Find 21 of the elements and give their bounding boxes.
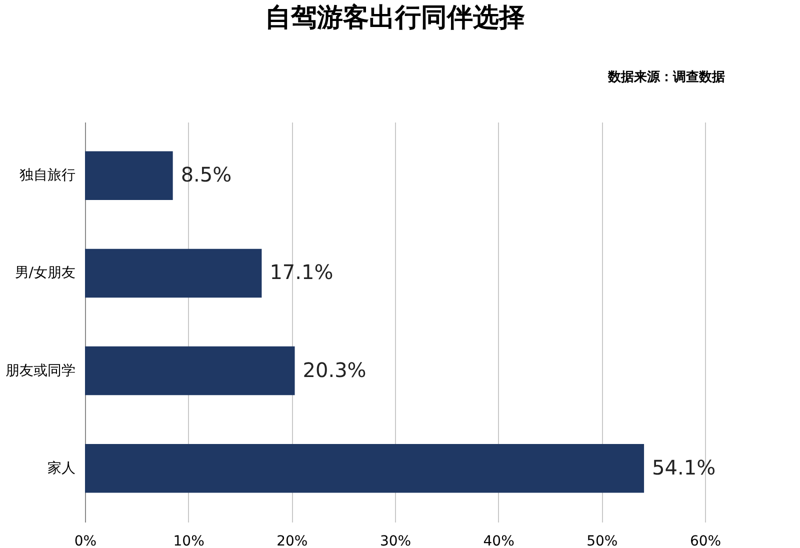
x-tick-label: 0% (74, 534, 97, 548)
x-tick-label: 40% (483, 534, 514, 548)
y-tick-label: 男/女朋友 (14, 265, 76, 282)
text: 20.3% (302, 358, 366, 382)
y-tick-label: 家人 (48, 460, 76, 476)
source-note: 数据来源：调查数据 (607, 70, 725, 85)
text: 17.1% (270, 260, 334, 284)
x-tick-label: 10% (173, 534, 204, 548)
bar (85, 346, 295, 396)
bar (85, 151, 173, 200)
x-tick-label: 20% (276, 534, 308, 548)
text: 54.1% (652, 455, 716, 480)
x-tick-label: 30% (380, 534, 412, 548)
y-tick-label: 独自旅行 (20, 168, 76, 184)
y-tick-label: 朋友或同学 (6, 362, 76, 379)
x-tick-label: 60% (690, 534, 722, 548)
x-tick-label: 50% (586, 534, 618, 548)
bar (85, 248, 262, 298)
text: 8.5% (180, 162, 232, 187)
chart-title: 自驾游客出行同伴选择 (265, 3, 525, 33)
bar (85, 444, 644, 493)
